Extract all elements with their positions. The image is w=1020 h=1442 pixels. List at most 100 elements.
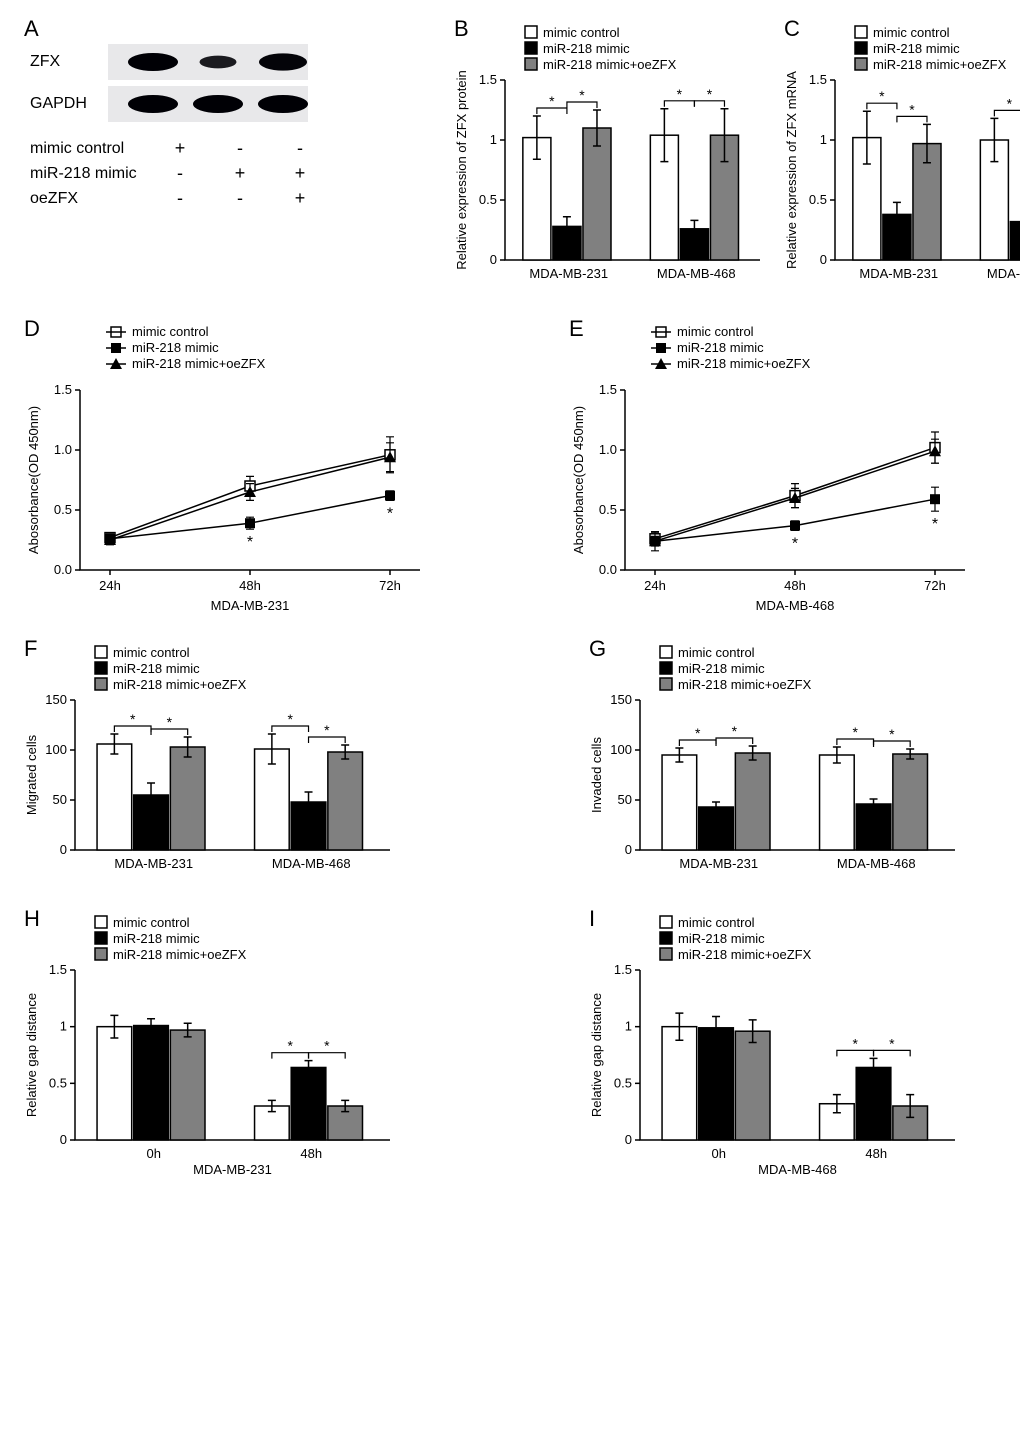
svg-text:mimic control: mimic control bbox=[678, 645, 755, 660]
panel-letter-I: I bbox=[589, 906, 595, 932]
svg-text:1.5: 1.5 bbox=[49, 962, 67, 977]
svg-text:*: * bbox=[695, 725, 701, 741]
svg-text:Relative expression of ZFX mRN: Relative expression of ZFX mRNA bbox=[784, 71, 799, 269]
svg-text:MDA-MB-231: MDA-MB-231 bbox=[114, 856, 193, 871]
chart-B: mimic controlmiR-218 mimicmiR-218 mimic+… bbox=[450, 20, 770, 300]
blot-band-row bbox=[108, 44, 308, 80]
svg-text:24h: 24h bbox=[644, 578, 666, 593]
svg-text:miR-218 mimic+oeZFX: miR-218 mimic+oeZFX bbox=[677, 356, 811, 371]
svg-text:72h: 72h bbox=[924, 578, 946, 593]
svg-text:48h: 48h bbox=[239, 578, 261, 593]
svg-text:miR-218 mimic: miR-218 mimic bbox=[113, 661, 200, 676]
svg-text:*: * bbox=[889, 726, 895, 742]
panel-letter-A: A bbox=[24, 16, 39, 42]
svg-text:1.5: 1.5 bbox=[614, 962, 632, 977]
svg-text:100: 100 bbox=[45, 742, 67, 757]
svg-text:miR-218 mimic: miR-218 mimic bbox=[678, 661, 765, 676]
svg-text:1: 1 bbox=[625, 1019, 632, 1034]
svg-text:*: * bbox=[879, 88, 885, 104]
panel-D: D mimic controlmiR-218 mimicmiR-218 mimi… bbox=[20, 320, 440, 620]
svg-text:MDA-MB-468: MDA-MB-468 bbox=[756, 598, 835, 613]
svg-text:*: * bbox=[167, 714, 173, 730]
svg-text:*: * bbox=[324, 1038, 330, 1054]
panel-H: H mimic controlmiR-218 mimicmiR-218 mimi… bbox=[20, 910, 440, 1180]
panel-C: C mimic controlmiR-218 mimicmiR-218 mimi… bbox=[780, 20, 1020, 300]
svg-text:miR-218 mimic: miR-218 mimic bbox=[678, 931, 765, 946]
svg-text:MDA-MB-468: MDA-MB-468 bbox=[272, 856, 351, 871]
svg-text:72h: 72h bbox=[379, 578, 401, 593]
panel-letter-C: C bbox=[784, 16, 800, 42]
blot-condition-mark: + bbox=[270, 188, 330, 209]
svg-text:MDA-MB-231: MDA-MB-231 bbox=[859, 266, 938, 281]
svg-text:*: * bbox=[852, 1035, 858, 1051]
svg-text:miR-218 mimic+oeZFX: miR-218 mimic+oeZFX bbox=[873, 57, 1007, 72]
panel-E: E mimic controlmiR-218 mimicmiR-218 mimi… bbox=[565, 320, 985, 620]
svg-text:mimic control: mimic control bbox=[113, 645, 190, 660]
svg-text:48h: 48h bbox=[784, 578, 806, 593]
svg-text:miR-218 mimic: miR-218 mimic bbox=[543, 41, 630, 56]
blot-condition-mark: + bbox=[210, 163, 270, 184]
svg-text:50: 50 bbox=[53, 792, 67, 807]
svg-text:mimic control: mimic control bbox=[677, 324, 754, 339]
svg-text:*: * bbox=[707, 86, 713, 102]
svg-text:*: * bbox=[247, 534, 253, 551]
svg-text:*: * bbox=[889, 1035, 895, 1051]
svg-text:0: 0 bbox=[490, 252, 497, 267]
svg-text:MDA-MB-231: MDA-MB-231 bbox=[211, 598, 290, 613]
svg-text:*: * bbox=[852, 724, 858, 740]
svg-text:MDA-MB-468: MDA-MB-468 bbox=[837, 856, 916, 871]
svg-text:Migrated cells: Migrated cells bbox=[24, 734, 39, 815]
svg-text:0.0: 0.0 bbox=[599, 562, 617, 577]
chart-H: mimic controlmiR-218 mimicmiR-218 mimic+… bbox=[20, 910, 440, 1180]
svg-text:miR-218 mimic: miR-218 mimic bbox=[113, 931, 200, 946]
panel-letter-D: D bbox=[24, 316, 40, 342]
blot-protein-label: ZFX bbox=[30, 53, 100, 71]
svg-text:*: * bbox=[732, 723, 738, 739]
svg-text:mimic control: mimic control bbox=[873, 25, 950, 40]
svg-text:MDA-MB-231: MDA-MB-231 bbox=[679, 856, 758, 871]
svg-text:*: * bbox=[932, 516, 938, 533]
svg-text:24h: 24h bbox=[99, 578, 121, 593]
svg-text:*: * bbox=[287, 1038, 293, 1054]
svg-text:50: 50 bbox=[618, 792, 632, 807]
svg-text:miR-218 mimic: miR-218 mimic bbox=[677, 340, 764, 355]
svg-text:*: * bbox=[387, 505, 393, 522]
svg-text:MDA-MB-468: MDA-MB-468 bbox=[758, 1162, 837, 1177]
svg-text:miR-218 mimic: miR-218 mimic bbox=[873, 41, 960, 56]
svg-text:mimic control: mimic control bbox=[543, 25, 620, 40]
panel-letter-H: H bbox=[24, 906, 40, 932]
svg-text:MDA-MB-468: MDA-MB-468 bbox=[657, 266, 736, 281]
svg-text:48h: 48h bbox=[865, 1146, 887, 1161]
svg-text:0h: 0h bbox=[712, 1146, 726, 1161]
svg-text:*: * bbox=[549, 93, 555, 109]
chart-I: mimic controlmiR-218 mimicmiR-218 mimic+… bbox=[585, 910, 965, 1180]
svg-text:*: * bbox=[677, 86, 683, 102]
svg-text:1.5: 1.5 bbox=[54, 382, 72, 397]
svg-text:Abosorbance(OD 450nm): Abosorbance(OD 450nm) bbox=[571, 406, 586, 554]
svg-text:0.5: 0.5 bbox=[479, 192, 497, 207]
svg-text:mimic control: mimic control bbox=[113, 915, 190, 930]
svg-text:1: 1 bbox=[60, 1019, 67, 1034]
svg-text:miR-218 mimic+oeZFX: miR-218 mimic+oeZFX bbox=[113, 677, 247, 692]
svg-text:miR-218 mimic+oeZFX: miR-218 mimic+oeZFX bbox=[678, 677, 812, 692]
svg-text:0.5: 0.5 bbox=[54, 502, 72, 517]
blot-condition-label: mimic control bbox=[30, 140, 150, 158]
svg-text:0.5: 0.5 bbox=[49, 1075, 67, 1090]
svg-text:Relative expression of ZFX pro: Relative expression of ZFX protein bbox=[454, 70, 469, 269]
svg-text:0: 0 bbox=[625, 842, 632, 857]
western-blot: ZFXGAPDH mimic control+--miR-218 mimic-+… bbox=[20, 20, 440, 209]
chart-C: mimic controlmiR-218 mimicmiR-218 mimic+… bbox=[780, 20, 1020, 300]
svg-text:Abosorbance(OD 450nm): Abosorbance(OD 450nm) bbox=[26, 406, 41, 554]
svg-text:1: 1 bbox=[490, 132, 497, 147]
svg-text:*: * bbox=[130, 711, 136, 727]
blot-condition-mark: + bbox=[270, 163, 330, 184]
svg-text:*: * bbox=[909, 101, 915, 117]
blot-condition-mark: - bbox=[270, 138, 330, 159]
chart-F: mimic controlmiR-218 mimicmiR-218 mimic+… bbox=[20, 640, 440, 890]
chart-G: mimic controlmiR-218 mimicmiR-218 mimic+… bbox=[585, 640, 965, 890]
svg-text:100: 100 bbox=[610, 742, 632, 757]
svg-text:0: 0 bbox=[820, 252, 827, 267]
svg-text:1.5: 1.5 bbox=[809, 72, 827, 87]
svg-text:0h: 0h bbox=[147, 1146, 161, 1161]
svg-text:1: 1 bbox=[820, 132, 827, 147]
